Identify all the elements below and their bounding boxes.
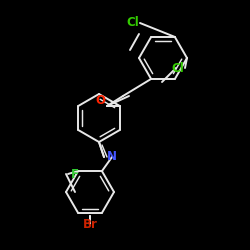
Text: Br: Br [82,218,98,230]
Text: Cl: Cl [172,62,184,74]
Text: N: N [107,150,117,164]
Text: O: O [95,94,105,106]
Text: F: F [71,168,79,180]
Text: Cl: Cl [127,16,140,28]
